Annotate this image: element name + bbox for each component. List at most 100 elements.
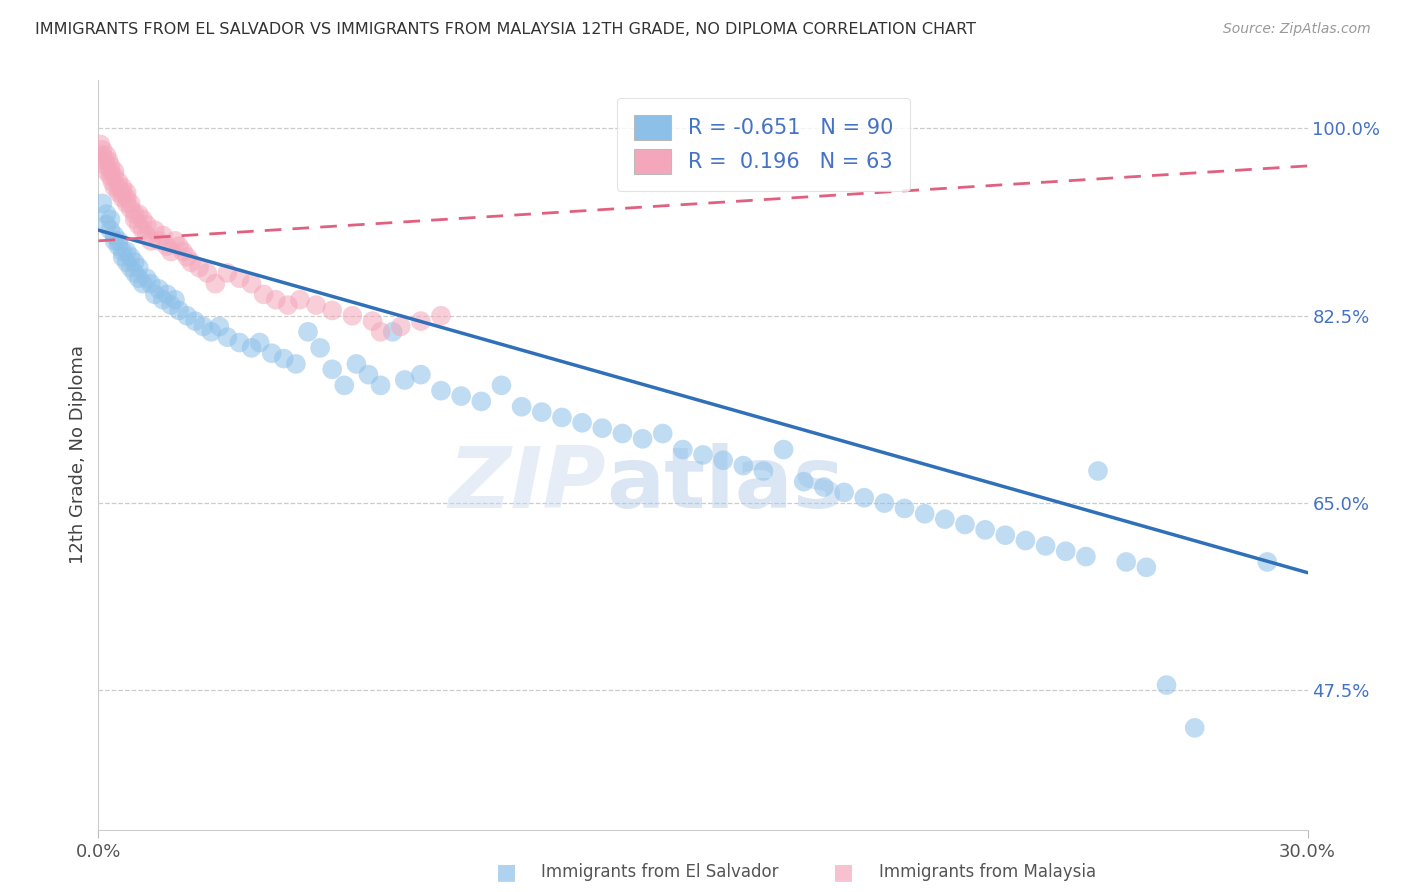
Point	[101, 175, 124, 189]
Point	[115, 244, 138, 259]
Text: ZIP: ZIP	[449, 443, 606, 526]
Point	[128, 207, 150, 221]
Point	[450, 389, 472, 403]
Point	[692, 448, 714, 462]
Legend: R = -0.651   N = 90, R =  0.196   N = 63: R = -0.651 N = 90, R = 0.196 N = 63	[617, 98, 910, 191]
Point	[96, 207, 118, 221]
Point	[893, 501, 915, 516]
Point	[711, 453, 734, 467]
Point	[111, 186, 134, 200]
Point	[167, 239, 190, 253]
Point	[124, 255, 146, 269]
Point	[103, 228, 125, 243]
Point	[914, 507, 936, 521]
Point	[100, 223, 122, 237]
Point	[100, 164, 122, 178]
Point	[135, 228, 157, 243]
Point	[152, 228, 174, 243]
Point	[430, 309, 453, 323]
Point	[228, 271, 250, 285]
Point	[342, 309, 364, 323]
Point	[195, 266, 218, 280]
Point	[115, 255, 138, 269]
Point	[551, 410, 574, 425]
Point	[96, 218, 118, 232]
Point	[103, 234, 125, 248]
Point	[1035, 539, 1057, 553]
Point	[148, 234, 170, 248]
Point	[111, 244, 134, 259]
Point	[510, 400, 533, 414]
Point	[156, 287, 179, 301]
Text: ■: ■	[834, 863, 853, 882]
Text: ■: ■	[496, 863, 516, 882]
Point	[96, 148, 118, 162]
Point	[100, 159, 122, 173]
Point	[100, 169, 122, 184]
Point	[111, 191, 134, 205]
Point	[180, 255, 202, 269]
Point	[1156, 678, 1178, 692]
Point	[370, 378, 392, 392]
Point	[89, 137, 111, 152]
Point	[217, 266, 239, 280]
Point	[176, 309, 198, 323]
Point	[672, 442, 695, 457]
Point	[357, 368, 380, 382]
Point	[100, 212, 122, 227]
Point	[953, 517, 976, 532]
Point	[832, 485, 855, 500]
Point	[253, 287, 276, 301]
Point	[152, 293, 174, 307]
Point	[333, 378, 356, 392]
Point	[813, 480, 835, 494]
Point	[128, 271, 150, 285]
Text: Source: ZipAtlas.com: Source: ZipAtlas.com	[1223, 22, 1371, 37]
Point	[124, 266, 146, 280]
Point	[115, 196, 138, 211]
Point	[994, 528, 1017, 542]
Point	[612, 426, 634, 441]
Point	[120, 196, 142, 211]
Point	[163, 293, 186, 307]
Point	[103, 164, 125, 178]
Point	[120, 260, 142, 275]
Point	[409, 314, 432, 328]
Point	[124, 212, 146, 227]
Point	[193, 319, 215, 334]
Point	[240, 341, 263, 355]
Point	[1074, 549, 1097, 564]
Point	[132, 223, 155, 237]
Point	[167, 303, 190, 318]
Point	[107, 186, 129, 200]
Point	[321, 362, 343, 376]
Point	[321, 303, 343, 318]
Point	[139, 234, 162, 248]
Text: Immigrants from Malaysia: Immigrants from Malaysia	[879, 863, 1095, 881]
Point	[96, 159, 118, 173]
Point	[135, 218, 157, 232]
Point	[370, 325, 392, 339]
Point	[772, 442, 794, 457]
Point	[103, 169, 125, 184]
Point	[111, 250, 134, 264]
Point	[217, 330, 239, 344]
Point	[361, 314, 384, 328]
Text: atlas: atlas	[606, 443, 845, 526]
Point	[148, 282, 170, 296]
Point	[571, 416, 593, 430]
Point	[240, 277, 263, 291]
Point	[128, 218, 150, 232]
Point	[103, 180, 125, 194]
Point	[93, 153, 115, 168]
Point	[143, 287, 166, 301]
Point	[277, 298, 299, 312]
Point	[139, 277, 162, 291]
Point	[430, 384, 453, 398]
Point	[1115, 555, 1137, 569]
Point	[160, 244, 183, 259]
Point	[124, 207, 146, 221]
Point	[97, 153, 120, 168]
Point	[228, 335, 250, 350]
Point	[733, 458, 755, 473]
